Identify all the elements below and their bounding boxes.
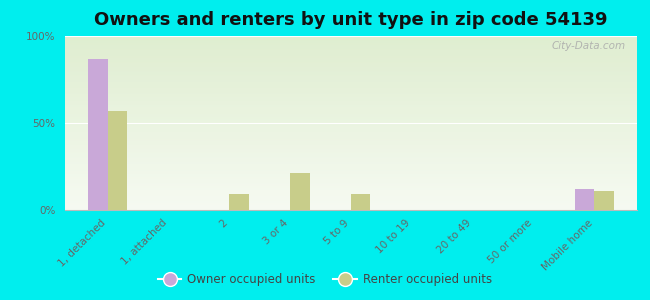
Bar — [290, 173, 309, 210]
Bar — [351, 194, 370, 210]
Legend: Owner occupied units, Renter occupied units: Owner occupied units, Renter occupied un… — [153, 269, 497, 291]
Title: Owners and renters by unit type in zip code 54139: Owners and renters by unit type in zip c… — [94, 11, 608, 29]
Bar — [229, 194, 249, 210]
Bar — [594, 191, 614, 210]
Bar — [108, 111, 127, 210]
Bar — [88, 58, 108, 210]
Text: City-Data.com: City-Data.com — [551, 41, 625, 51]
Bar — [575, 189, 594, 210]
